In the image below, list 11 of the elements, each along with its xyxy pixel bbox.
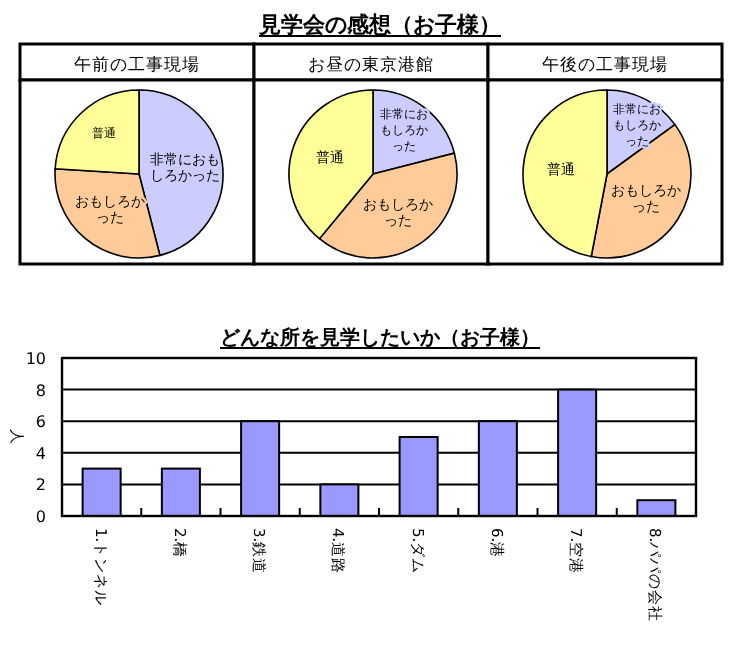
y-tick-label: 2 [35,476,46,495]
chart-title: 午後の工事現場 [542,54,668,76]
y-tick-label: 8 [35,381,46,400]
chart-title: 午前の工事現場 [74,54,200,76]
y-tick-label: 0 [35,508,46,526]
chart-title: どんな所を見学したいか（お子様） [220,326,540,350]
text: 見学会の感想（お子様） [257,12,501,38]
y-tick-label: 6 [35,413,46,432]
y-tick-label: 10 [25,350,46,368]
y-tick-label: 4 [35,444,46,463]
chart-title: お昼の東京港館 [308,54,434,76]
